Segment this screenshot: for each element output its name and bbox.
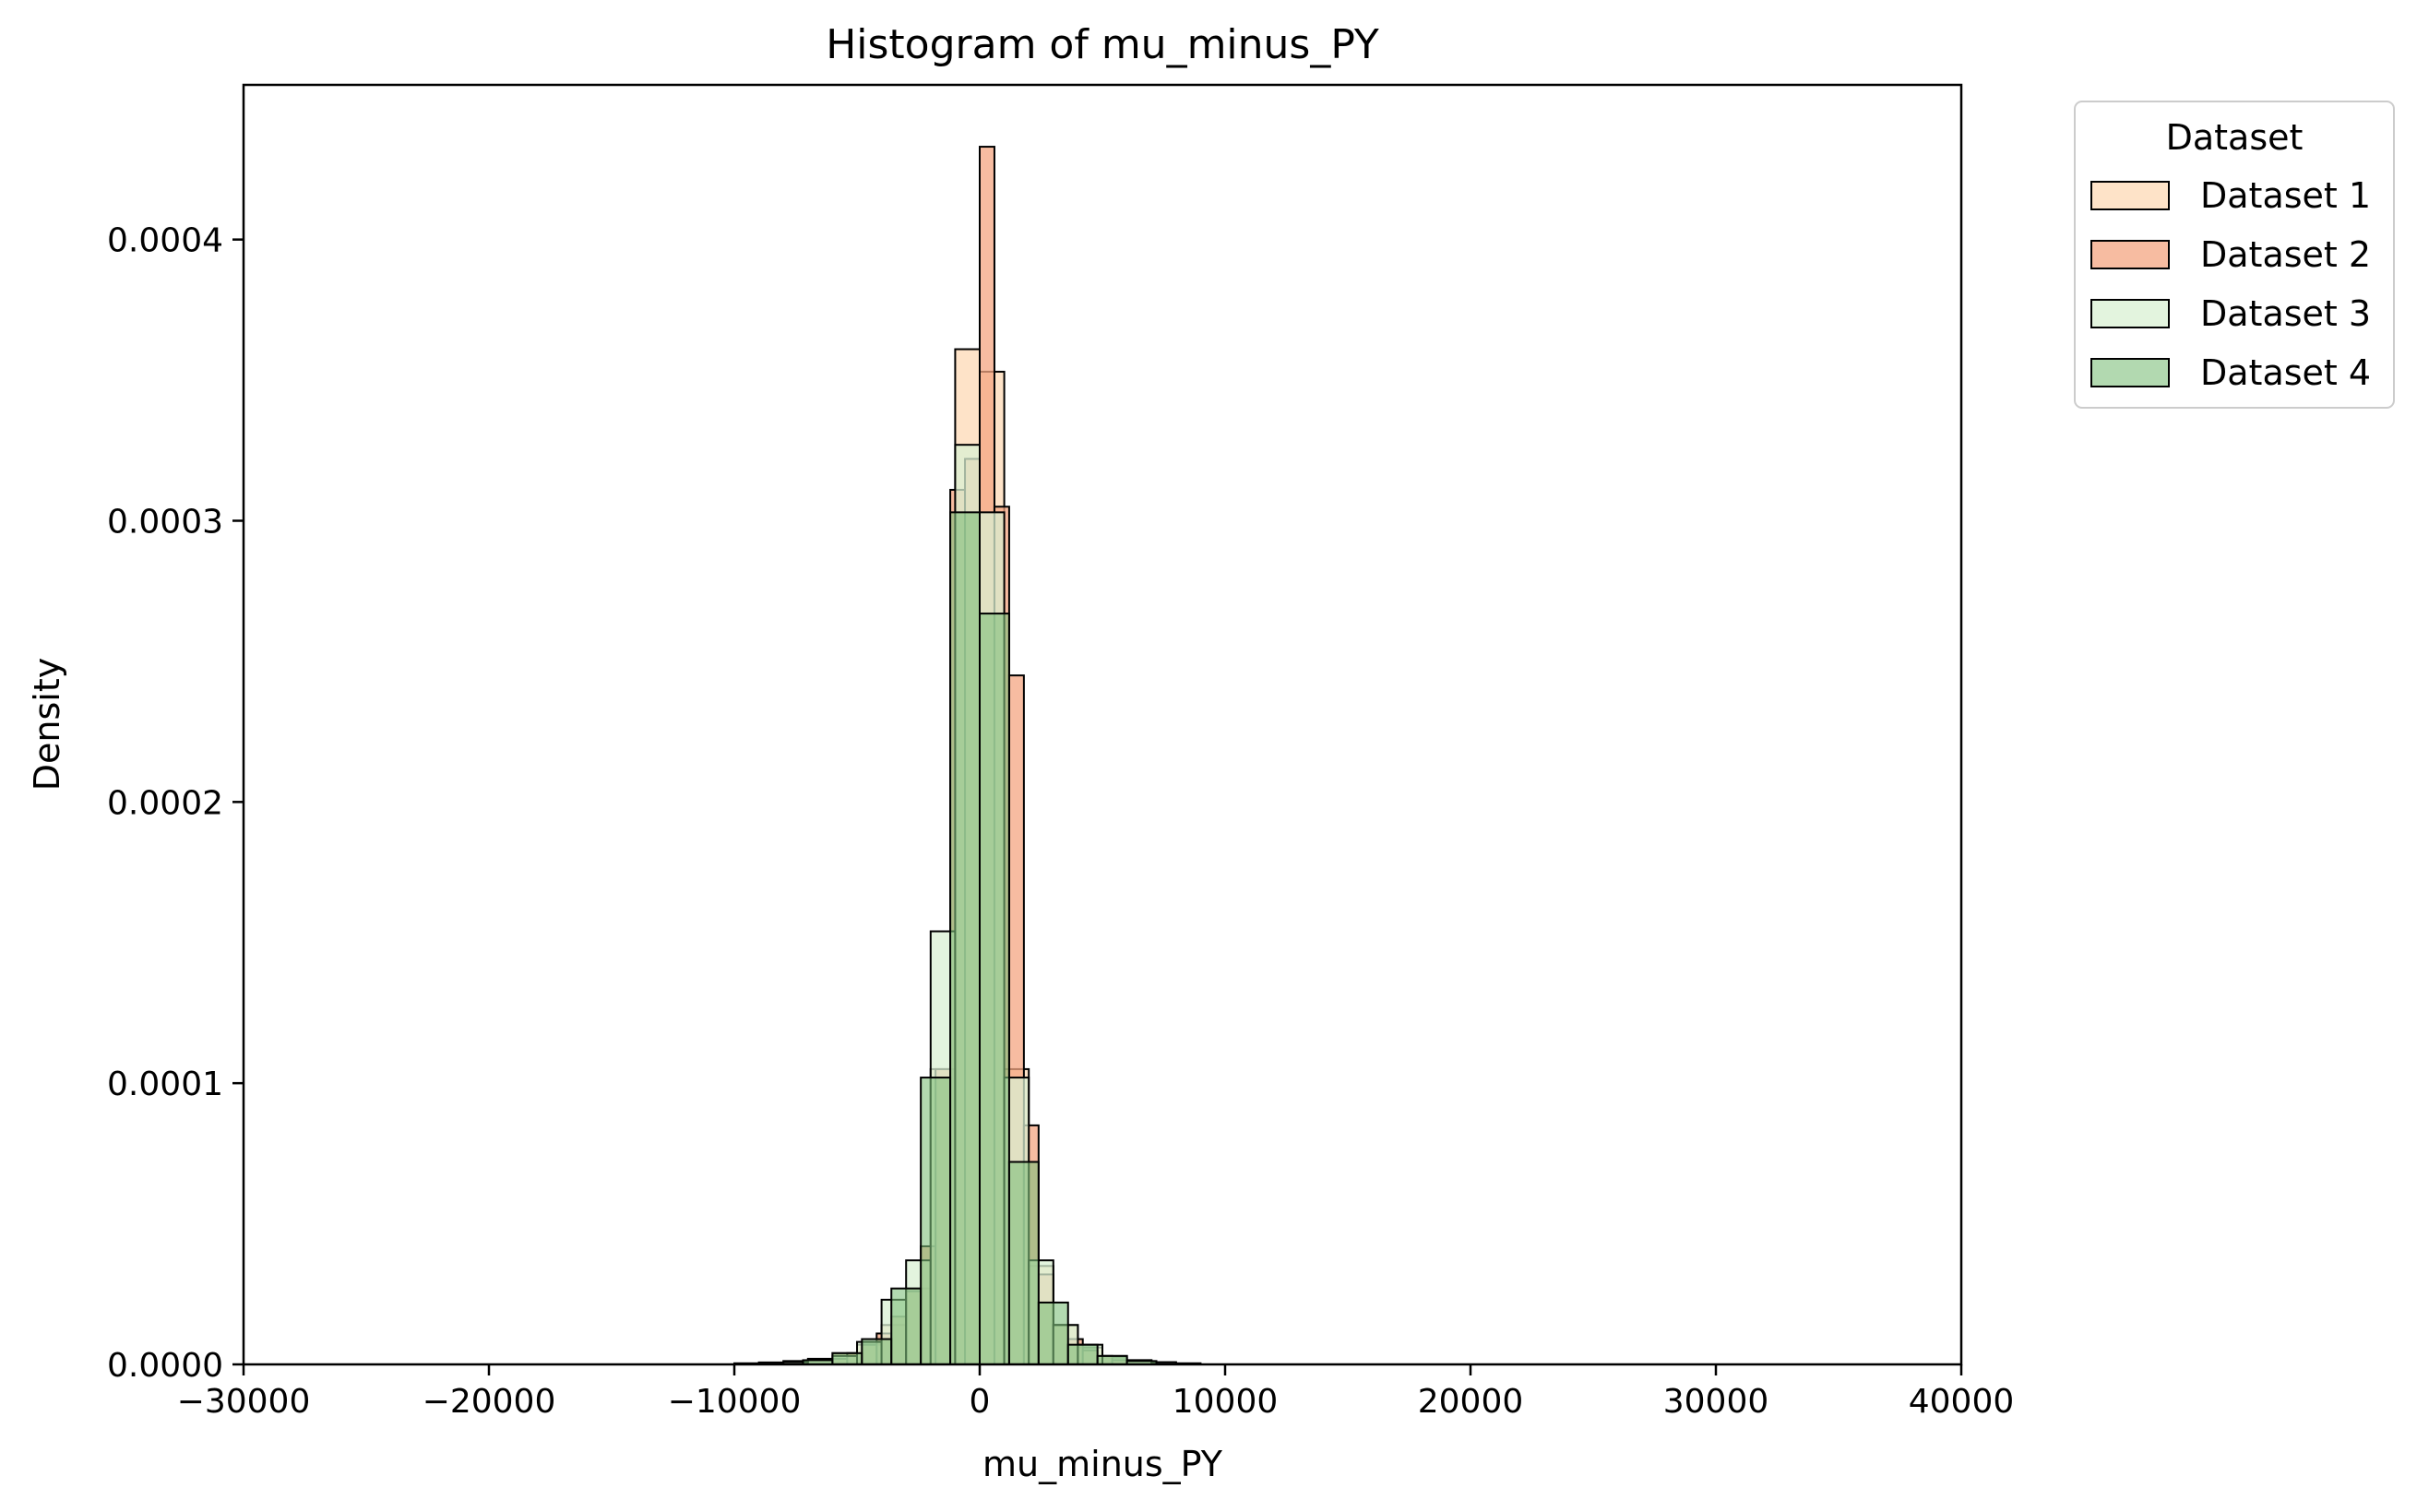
y-tick-label: 0.0002 [107, 784, 223, 822]
legend-swatch [2090, 299, 2170, 328]
x-tick-label: −20000 [423, 1383, 556, 1421]
histogram-bars [733, 146, 1202, 1366]
legend-title: Dataset [2166, 117, 2304, 158]
series-4-bars [802, 511, 1158, 1366]
histogram-bar [1007, 1161, 1040, 1365]
y-axis: 0.0000 0.0001 0.0002 0.0003 0.0004 [107, 222, 244, 1385]
legend-entry-label: Dataset 4 [2200, 352, 2371, 393]
histogram-bar [890, 1287, 923, 1365]
histogram-bar [920, 1077, 952, 1365]
x-tick-label: 40000 [1909, 1383, 2015, 1421]
legend-swatch [2090, 181, 2170, 210]
y-tick-label: 0.0004 [107, 222, 223, 260]
chart-title: Histogram of mu_minus_PY [826, 21, 1379, 68]
y-tick-label: 0.0001 [107, 1066, 223, 1103]
legend-entry-label: Dataset 3 [2200, 293, 2371, 334]
histogram-bar [1096, 1354, 1128, 1366]
x-tick-label: 20000 [1418, 1383, 1524, 1421]
legend-frame [2074, 101, 2395, 409]
histogram-bar [1066, 1343, 1099, 1365]
plot-area-frame [242, 83, 1963, 1366]
histogram-bar [1037, 1301, 1069, 1366]
legend-entry-label: Dataset 1 [2200, 175, 2371, 216]
histogram-bar [831, 1351, 863, 1366]
y-tick-label: 0.0003 [107, 503, 223, 541]
legend-swatch [2090, 358, 2170, 387]
legend-entry-label: Dataset 2 [2200, 234, 2371, 275]
x-axis: −30000 −20000 −10000 0 10000 20000 30000 40000 [177, 1364, 2015, 1421]
x-tick-label: 30000 [1663, 1383, 1769, 1421]
histogram-bar [979, 613, 1010, 1365]
x-axis-label: mu_minus_PY [982, 1444, 1223, 1484]
x-tick-label: −10000 [668, 1383, 802, 1421]
x-tick-label: 10000 [1173, 1383, 1279, 1421]
histogram-bar [861, 1338, 893, 1365]
y-axis-label: Density [27, 658, 67, 791]
x-tick-label: 0 [970, 1383, 991, 1421]
legend: Dataset Dataset 1 Dataset 2 Dataset 3 Datas… [2074, 101, 2395, 409]
x-tick-label: −30000 [177, 1383, 311, 1421]
histogram-bar [949, 511, 981, 1365]
legend-swatch [2090, 240, 2170, 269]
y-tick-label: 0.0000 [107, 1347, 223, 1385]
